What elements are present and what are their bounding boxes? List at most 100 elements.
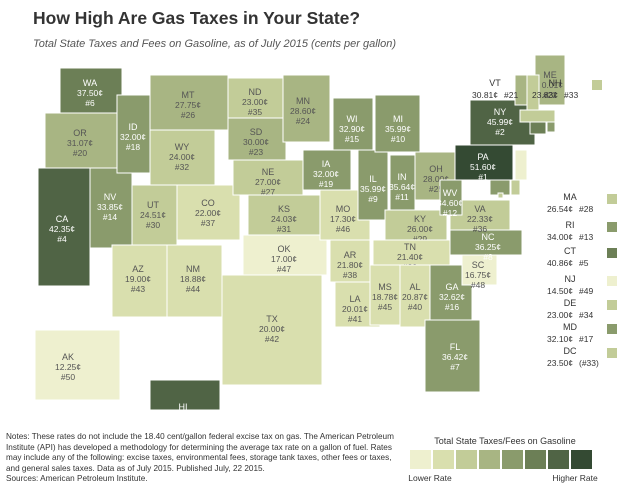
state-abbr: NJ [565, 274, 576, 284]
state-shape [357, 149, 389, 221]
state-abbr: KS [278, 204, 290, 214]
state-tax: 26.00¢ [407, 224, 433, 234]
state-tax: 23.00¢ [547, 310, 573, 320]
state-shape [221, 274, 323, 386]
state-rank: #29 [413, 234, 427, 244]
state-shape [332, 97, 374, 151]
state-abbr: NM [186, 264, 200, 274]
state-rank: #13 [579, 232, 593, 242]
state-tax: 42.35¢ [49, 224, 75, 234]
state-rank: #8 [483, 252, 493, 262]
state-shape [59, 67, 123, 114]
legend-title: Total State Taxes/Fees on Gasoline [434, 436, 575, 446]
state-tax: 24.00¢ [169, 152, 195, 162]
state-abbr: NV [104, 192, 117, 202]
state-rank: #48 [471, 280, 485, 290]
state-rank: #46 [336, 224, 350, 234]
state-shape [131, 184, 178, 246]
state-tax: 32.10¢ [547, 334, 573, 344]
state-shape [329, 239, 371, 283]
state-abbr: ME [543, 70, 557, 80]
state-shape [34, 329, 121, 401]
state-tax: 32.90¢ [339, 124, 365, 134]
state-abbr: SC [472, 260, 485, 270]
state-abbr: IA [322, 159, 331, 169]
state-tax: 23.83¢ [532, 90, 558, 100]
state-tax: 27.00¢ [255, 177, 281, 187]
legend-low: Lower Rate [408, 473, 452, 483]
state-tax: 12.25¢ [55, 362, 81, 372]
state-tax: 21.80¢ [337, 260, 363, 270]
state-abbr: TN [404, 242, 416, 252]
state-abbr: MA [563, 192, 577, 202]
state-rank: #5 [579, 258, 589, 268]
state-swatch [607, 348, 617, 358]
state-rank: #36 [473, 224, 487, 234]
state-shape [369, 264, 401, 326]
state-tax: 35.99¢ [360, 184, 386, 194]
state-abbr: WI [347, 114, 358, 124]
state-shape [44, 112, 118, 169]
state-rank: #50 [61, 372, 75, 382]
state-rank: #3 [178, 422, 188, 432]
state-abbr: DC [564, 346, 577, 356]
state-abbr: CA [56, 214, 69, 224]
state-abbr: ND [249, 87, 262, 97]
state-shape [282, 74, 331, 143]
state-shape [514, 149, 528, 181]
state-abbr: AZ [132, 264, 144, 274]
state-rank: #10 [391, 134, 405, 144]
state-shape [111, 244, 168, 318]
state-abbr: CT [564, 246, 576, 256]
state-tax: 34.60¢ [437, 198, 463, 208]
state-tax: 32.00¢ [120, 132, 146, 142]
state-rank: #1 [478, 172, 488, 182]
state-tax: 28.60¢ [290, 106, 316, 116]
state-tax: 20.00¢ [259, 324, 285, 334]
state-swatch [607, 300, 617, 310]
state-rank: #30 [146, 220, 160, 230]
state-abbr: OH [429, 164, 443, 174]
state-tax: 26.54¢ [547, 204, 573, 214]
state-tax: 30.81¢ [472, 90, 498, 100]
state-rank: #25 [429, 184, 443, 194]
state-shape [439, 179, 463, 216]
legend-swatch [456, 450, 477, 469]
state-abbr: VA [474, 204, 485, 214]
state-rank: #42 [265, 334, 279, 344]
state-rank: #22 [543, 90, 557, 100]
state-shape [176, 184, 241, 241]
state-shape [384, 209, 448, 241]
subtitle: Total State Taxes and Fees on Gasoline, … [33, 38, 396, 50]
state-rank: #32 [175, 162, 189, 172]
state-rank: #35 [248, 107, 262, 117]
state-rank: #15 [345, 134, 359, 144]
state-rank: #31 [277, 224, 291, 234]
state-shape [374, 94, 421, 153]
state-abbr: OR [73, 128, 87, 138]
state-shape [37, 167, 91, 287]
legend-swatch [433, 450, 454, 469]
state-abbr: CO [201, 198, 215, 208]
state-tax: 45.99¢ [487, 117, 513, 127]
state-rank: #12 [443, 208, 457, 218]
state-abbr: KY [414, 214, 426, 224]
state-rank: #16 [445, 302, 459, 312]
state-rank: #9 [368, 194, 378, 204]
state-shape [302, 149, 352, 191]
state-rank: #49 [579, 286, 593, 296]
state-rank: #47 [277, 264, 291, 274]
state-tax: 28.00¢ [423, 174, 449, 184]
state-tax: 22.00¢ [195, 208, 221, 218]
state-abbr: MD [563, 322, 577, 332]
state-tax: 30.01¢ [537, 80, 563, 90]
state-rank: #34 [579, 310, 593, 320]
state-rank: #20 [73, 148, 87, 158]
state-abbr: FL [450, 342, 461, 352]
state-abbr: MT [182, 90, 195, 100]
state-abbr: AK [62, 352, 74, 362]
legend-swatch [502, 450, 523, 469]
state-tax: 37.50¢ [77, 88, 103, 98]
state-swatch [607, 194, 617, 204]
